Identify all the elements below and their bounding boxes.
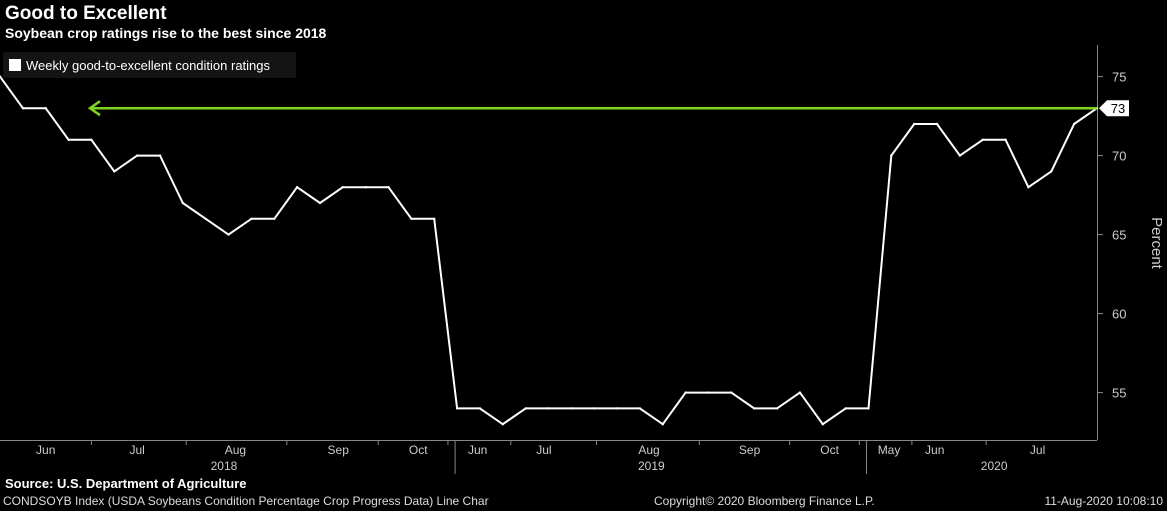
data-point <box>44 107 47 110</box>
data-point <box>227 233 230 236</box>
x-month-label: Oct <box>820 443 839 457</box>
copyright-notice: Copyright© 2020 Bloomberg Finance L.P. <box>654 494 875 508</box>
data-point <box>433 217 436 220</box>
data-point <box>295 186 299 189</box>
data-point <box>524 407 527 410</box>
x-month-label: Jul <box>536 443 551 457</box>
data-point <box>775 407 779 410</box>
chart-plot <box>0 75 1099 426</box>
index-description: CONDSOYB Index (USDA Soybeans Condition … <box>3 494 489 508</box>
data-point <box>135 154 139 157</box>
y-tick-label: 60 <box>1112 307 1126 322</box>
data-point <box>615 407 619 410</box>
data-point <box>912 122 916 126</box>
data-point <box>387 186 390 189</box>
data-point <box>958 154 962 157</box>
data-point <box>410 217 413 220</box>
data-point <box>752 407 756 410</box>
data-point <box>638 407 642 410</box>
data-point <box>341 186 345 189</box>
chart-title: Good to Excellent <box>5 3 167 24</box>
y-tick-label: 75 <box>1112 70 1126 85</box>
data-point <box>273 217 276 220</box>
data-point <box>501 423 504 426</box>
data-point <box>821 423 824 426</box>
y-tick-label: 65 <box>1112 228 1126 243</box>
data-point <box>1072 122 1076 126</box>
x-month-label: Aug <box>638 443 659 457</box>
x-month-label: May <box>878 443 901 457</box>
data-point <box>67 138 70 141</box>
timestamp: 11-Aug-2020 10:08:10 <box>1044 494 1163 508</box>
data-point <box>478 407 482 410</box>
data-point <box>1050 170 1053 173</box>
x-year-label: 2020 <box>981 459 1008 473</box>
x-month-label: Sep <box>328 443 350 457</box>
x-month-label: Oct <box>409 443 428 457</box>
data-point <box>593 407 596 410</box>
source-note: Source: U.S. Department of Agriculture <box>5 476 247 491</box>
data-point <box>318 201 322 205</box>
x-month-label: Jun <box>36 443 55 457</box>
series-line <box>0 76 1098 426</box>
data-point <box>1027 186 1030 189</box>
x-year-label: 2019 <box>638 459 665 473</box>
data-point <box>1004 138 1007 141</box>
y-axis-title: Percent <box>1148 217 1165 270</box>
data-point <box>204 217 207 220</box>
data-point <box>21 107 25 110</box>
x-month-label: Sep <box>739 443 761 457</box>
data-point <box>547 407 550 410</box>
legend-swatch <box>9 59 21 71</box>
legend-label: Weekly good-to-excellent condition ratin… <box>26 57 271 73</box>
x-year-label: 2018 <box>211 459 238 473</box>
data-point <box>455 407 459 410</box>
x-month-label: Aug <box>225 443 246 457</box>
last-value-badge <box>1099 100 1129 117</box>
data-point <box>570 407 573 410</box>
y-tick-label: 70 <box>1112 149 1126 164</box>
x-month-label: Jul <box>1030 443 1045 457</box>
data-point <box>158 154 162 157</box>
data-point <box>890 154 893 157</box>
y-tick-label: 55 <box>1112 386 1126 401</box>
data-point <box>730 391 733 394</box>
data-point <box>684 391 687 394</box>
data-point <box>798 391 802 394</box>
x-month-label: Jul <box>129 443 144 457</box>
data-point <box>364 186 367 189</box>
chart-labels: 55 60 65 70 75 Percent Jun Jul Aug Sep Oct Jun Jul Au… <box>36 70 1165 473</box>
x-month-label: Jun <box>468 443 487 457</box>
data-point <box>935 122 939 126</box>
x-month-label: Jun <box>925 443 944 457</box>
data-point <box>0 75 2 78</box>
data-point <box>90 138 93 141</box>
data-point <box>113 170 116 173</box>
chart-subtitle: Soybean crop ratings rise to the best si… <box>5 25 327 41</box>
data-point <box>981 138 984 141</box>
last-value-label: 73 <box>1111 101 1125 116</box>
data-point <box>844 407 847 410</box>
data-point <box>250 217 253 220</box>
chart-axes <box>0 45 1103 474</box>
data-point <box>661 423 664 426</box>
data-point <box>867 407 870 410</box>
annotation-arrowhead <box>87 100 101 117</box>
data-point <box>181 201 185 205</box>
chart-legend: Weekly good-to-excellent condition ratin… <box>3 52 296 78</box>
data-point <box>707 391 710 394</box>
